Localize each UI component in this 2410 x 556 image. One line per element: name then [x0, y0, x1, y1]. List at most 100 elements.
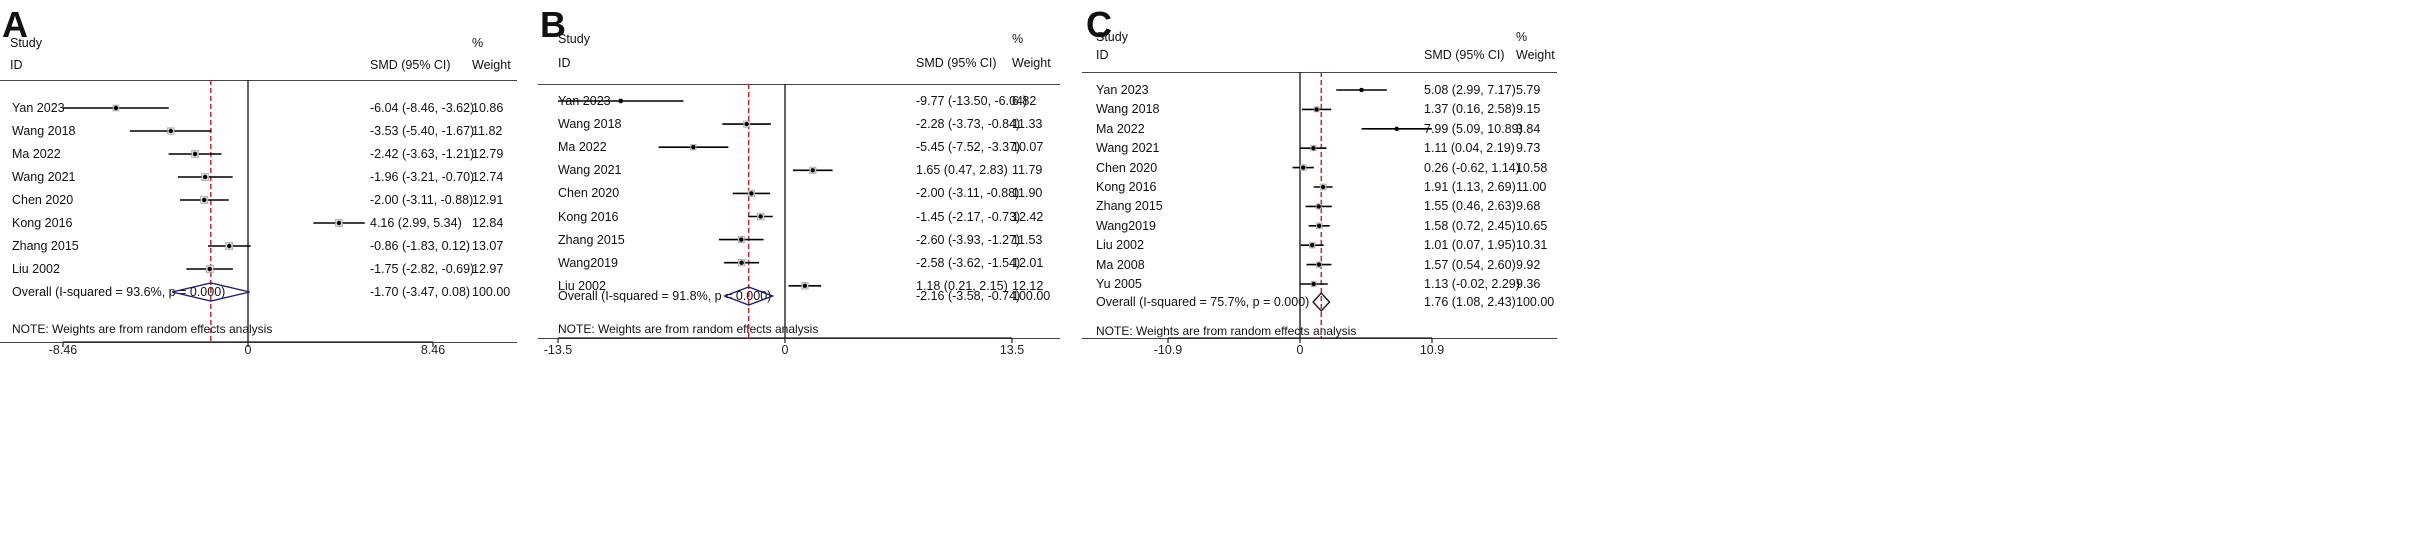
study-label: Kong 2016 [12, 216, 73, 230]
study-label: Liu 2002 [558, 278, 606, 293]
panel-label: B [540, 4, 566, 45]
study-weight: 10.65 [1516, 218, 1548, 233]
study-weight: 11.33 [1012, 117, 1043, 132]
panel-label: A [2, 4, 28, 45]
header-rule [1082, 72, 1557, 73]
study-header: Study [1096, 30, 1128, 44]
overall-label: Overall (I-squared = 75.7%, p = 0.000) [1096, 295, 1310, 309]
study-weight: 11.79 [1012, 163, 1043, 178]
study-ci-text: 5.08 (2.99, 7.17) [1424, 83, 1516, 97]
header-rule [538, 84, 1060, 85]
study-weight: 11.00 [1516, 180, 1547, 194]
weight-header: Weight [472, 58, 511, 72]
study-label: Wang 2021 [558, 163, 622, 178]
study-weight: 11.82 [472, 124, 503, 138]
study-ci-text: 1.91 (1.13, 2.69) [1424, 180, 1516, 194]
study-weight: 12.91 [472, 193, 504, 207]
study-label: Wang 2021 [1096, 141, 1160, 156]
estimate-header: SMD (95% CI) [916, 56, 997, 70]
study-label: Zhang 2015 [12, 239, 79, 253]
point-estimate [1311, 281, 1316, 287]
random-effects-note: NOTE: Weights are from random effects an… [558, 322, 819, 336]
forest-plot-b: -13.5 0 13.5 [544, 84, 1024, 357]
study-label: Ma 2022 [558, 140, 607, 155]
id-header: ID [1096, 48, 1109, 62]
study-label: Chen 2020 [1096, 160, 1158, 175]
study-weight: 13.07 [472, 239, 504, 253]
study-weight: 12.84 [472, 216, 504, 230]
point-estimate [744, 121, 749, 127]
point-estimate [113, 105, 119, 111]
study-weight: 10.31 [1516, 238, 1548, 253]
study-ci-text: -1.45 (-2.17, -0.73) [916, 209, 1021, 224]
estimate-header: SMD (95% CI) [370, 58, 451, 72]
study-ci-text: 1.18 (0.21, 2.15) [916, 278, 1008, 293]
point-estimate [168, 128, 174, 134]
forest-panel-a: A Study ID % SMD (95% CI) Weight Yan 202… [0, 0, 800, 556]
point-estimate [1394, 126, 1399, 131]
overall-label: Overall (I-squared = 91.8%, p = 0.000) [558, 289, 772, 303]
study-ci-text: -3.53 (-5.40, -1.67) [370, 124, 475, 138]
weight-header: Weight [1516, 48, 1555, 62]
overall-diamond [722, 286, 775, 306]
study-weight: 11.53 [1012, 232, 1043, 247]
study-header: Study [558, 32, 590, 46]
overall-diamond [171, 282, 250, 302]
overall-weight: 100.00 [1516, 295, 1555, 309]
point-estimate [1316, 223, 1322, 228]
study-ci-text: -1.75 (-2.82, -0.69) [370, 262, 475, 276]
study-label: Yan 2023 [1096, 83, 1149, 97]
random-effects-note: NOTE: Weights are from random effects an… [1096, 324, 1357, 338]
study-ci-text: 1.13 (-0.02, 2.29) [1424, 277, 1520, 291]
study-label: Wang 2018 [1096, 102, 1160, 117]
study-label: Yan 2023 [12, 101, 65, 115]
point-estimate [1311, 146, 1316, 151]
estimate-header: SMD (95% CI) [1424, 48, 1505, 62]
study-weight: 12.74 [472, 170, 504, 184]
point-estimate [1314, 107, 1319, 112]
point-estimate [691, 145, 696, 150]
x-tick-label: 0 [782, 343, 789, 357]
study-weight: 5.79 [1516, 83, 1541, 97]
point-estimate [749, 191, 754, 196]
point-estimate [202, 197, 207, 203]
study-ci-text: -6.04 (-8.46, -3.62) [370, 101, 475, 115]
study-ci-text: -2.00 (-3.11, -0.88) [370, 193, 474, 207]
study-weight: 12.01 [1012, 255, 1044, 270]
study-label: Ma 2022 [12, 147, 61, 161]
overall-label: Overall (I-squared = 93.6%, p = 0.000) [12, 285, 226, 299]
study-weight: 9.92 [1516, 257, 1541, 272]
point-estimate [810, 168, 815, 173]
overall-weight: 100.00 [472, 285, 511, 299]
study-label: Wang 2018 [558, 117, 622, 132]
study-ci-text: -2.42 (-3.63, -1.21) [370, 147, 475, 161]
study-ci-text: 7.99 (5.09, 10.89) [1424, 121, 1523, 136]
study-ci-text: -2.28 (-3.73, -0.84) [916, 117, 1021, 132]
study-label: Wang 2018 [12, 124, 76, 138]
study-weight: 6.82 [1012, 94, 1037, 108]
point-estimate [202, 174, 208, 180]
study-ci-text: 1.55 (0.46, 2.63) [1424, 199, 1516, 214]
point-estimate [1300, 165, 1306, 170]
x-tick-label: 10.9 [1420, 343, 1444, 357]
point-estimate [226, 243, 232, 249]
study-ci-text: -9.77 (-13.50, -6.04) [916, 94, 1028, 108]
study-weight: 9.68 [1516, 199, 1541, 214]
overall-ci-text: -1.70 (-3.47, 0.08) [370, 285, 471, 299]
point-estimate [739, 237, 744, 242]
study-header: Study [10, 36, 42, 50]
x-tick-label: 13.5 [1000, 343, 1024, 357]
study-label: Wang 2021 [12, 170, 76, 184]
x-tick-label: 0 [245, 343, 252, 357]
point-estimate [802, 283, 808, 288]
forest-panel-c: C Study ID % SMD (95% CI) Weight Yan 202… [1082, 0, 1612, 556]
study-label: Liu 2002 [12, 262, 60, 276]
id-header: ID [10, 58, 23, 72]
study-label: Ma 2008 [1096, 257, 1145, 272]
study-weight: 9.15 [1516, 102, 1541, 117]
study-weight: 10.58 [1516, 160, 1548, 175]
random-effects-note: NOTE: Weights are from random effects an… [12, 322, 273, 336]
point-estimate [1310, 243, 1315, 248]
overall-ci-text: -2.16 (-3.58, -0.74) [916, 289, 1021, 303]
study-label: Chen 2020 [12, 193, 74, 207]
